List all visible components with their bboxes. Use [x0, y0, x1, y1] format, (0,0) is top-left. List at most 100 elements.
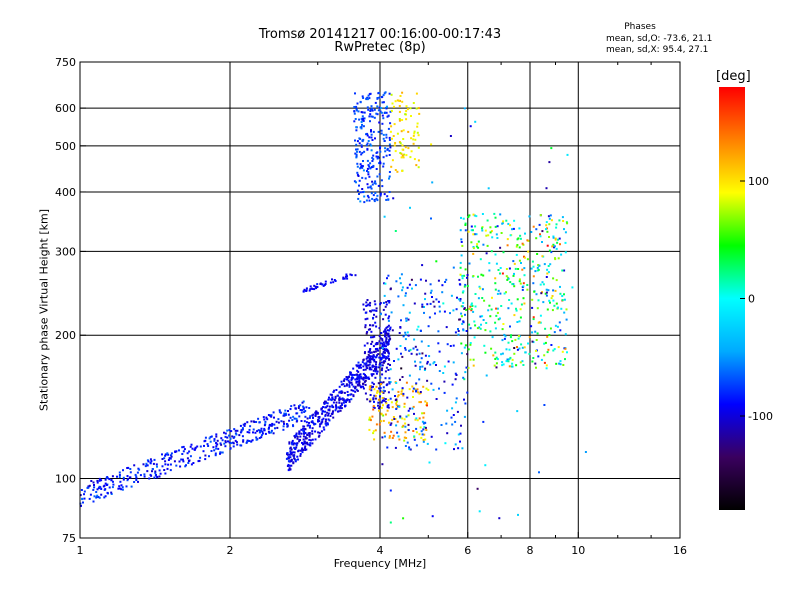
- data-point: [357, 110, 360, 113]
- data-point: [391, 159, 394, 162]
- data-point: [521, 360, 524, 363]
- data-point: [539, 321, 542, 324]
- data-point: [382, 165, 385, 168]
- data-point: [213, 438, 216, 441]
- data-point: [332, 410, 334, 413]
- data-point: [419, 278, 422, 281]
- data-point: [208, 437, 211, 440]
- data-point: [356, 380, 359, 383]
- data-point: [537, 268, 540, 271]
- data-point: [509, 325, 511, 328]
- data-point: [416, 328, 419, 331]
- data-point: [487, 309, 490, 312]
- data-point: [497, 318, 500, 321]
- data-point: [129, 468, 132, 470]
- data-point: [204, 458, 207, 461]
- data-point: [268, 426, 270, 429]
- data-point: [278, 410, 281, 413]
- data-point: [377, 407, 380, 410]
- data-point: [420, 340, 423, 343]
- data-point: [494, 253, 497, 256]
- data-point: [361, 115, 364, 118]
- data-point: [516, 348, 519, 351]
- data-point: [550, 297, 553, 300]
- data-point: [373, 198, 376, 201]
- data-point: [516, 321, 519, 323]
- data-point: [164, 460, 167, 463]
- data-point: [308, 289, 311, 292]
- data-point: [292, 454, 295, 457]
- data-point: [315, 287, 318, 290]
- data-point: [412, 142, 415, 145]
- data-point: [368, 388, 371, 391]
- data-point: [526, 258, 529, 261]
- data-point: [283, 412, 286, 415]
- data-point: [299, 449, 302, 452]
- data-point: [363, 380, 366, 383]
- data-point: [163, 457, 166, 460]
- data-point: [328, 396, 330, 399]
- data-point: [519, 234, 522, 237]
- data-point: [303, 288, 306, 291]
- data-point: [386, 342, 389, 345]
- y-tick-label: 100: [55, 473, 76, 486]
- data-point: [392, 416, 395, 418]
- data-point: [356, 140, 359, 143]
- data-point: [311, 430, 314, 433]
- data-point: [375, 348, 377, 350]
- data-point: [103, 488, 106, 491]
- data-point: [292, 443, 295, 446]
- data-point: [388, 329, 391, 332]
- data-point: [355, 126, 358, 129]
- data-point: [511, 358, 514, 361]
- data-point: [405, 317, 408, 320]
- data-point: [342, 276, 345, 279]
- data-point: [381, 463, 384, 466]
- data-point: [178, 449, 180, 452]
- data-point: [370, 343, 373, 345]
- data-point: [395, 402, 398, 405]
- data-point: [412, 390, 414, 393]
- data-point: [451, 383, 454, 386]
- data-point: [380, 132, 383, 135]
- data-point: [215, 442, 218, 445]
- data-point: [210, 435, 213, 438]
- data-point: [299, 409, 302, 411]
- data-point: [338, 406, 341, 409]
- data-point: [366, 299, 369, 301]
- data-point: [309, 442, 312, 445]
- data-point: [378, 423, 381, 426]
- data-point: [318, 434, 321, 437]
- data-point: [370, 105, 373, 108]
- data-point: [80, 489, 83, 491]
- data-point: [291, 439, 294, 442]
- data-point: [467, 348, 470, 351]
- data-point: [351, 383, 354, 386]
- data-point: [366, 132, 369, 135]
- data-point: [527, 250, 530, 253]
- data-point: [324, 420, 327, 423]
- data-point: [223, 442, 226, 445]
- phase-stat-x-values: 95.4, 27.1: [662, 45, 709, 55]
- data-point: [550, 147, 553, 150]
- data-point: [561, 350, 564, 353]
- data-point: [400, 367, 403, 370]
- data-point: [477, 297, 480, 300]
- data-point: [161, 465, 164, 468]
- data-point: [270, 429, 273, 432]
- data-point: [217, 447, 220, 450]
- data-point: [415, 107, 418, 110]
- data-point: [356, 165, 359, 168]
- data-point: [489, 330, 492, 333]
- data-point: [508, 299, 511, 301]
- data-point: [303, 432, 306, 435]
- data-point: [415, 431, 418, 434]
- data-point: [175, 464, 178, 467]
- data-point: [374, 321, 377, 324]
- data-point: [379, 194, 382, 197]
- data-point: [412, 387, 415, 390]
- data-point: [535, 349, 537, 352]
- data-point: [373, 388, 376, 391]
- data-point: [543, 404, 546, 406]
- data-point: [421, 412, 424, 415]
